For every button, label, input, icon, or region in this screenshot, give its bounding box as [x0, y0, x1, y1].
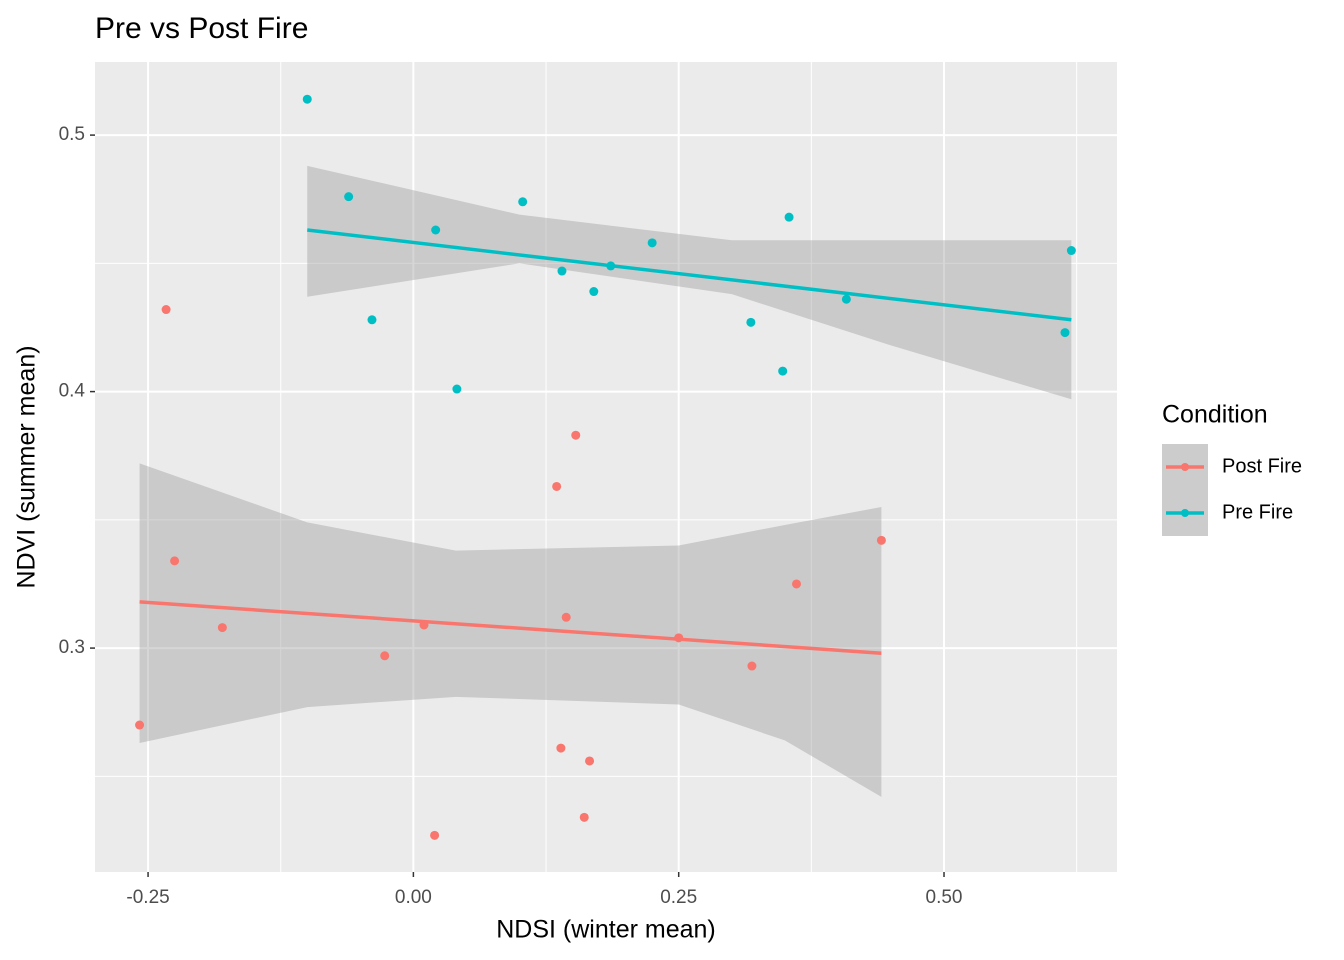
point [579, 812, 589, 822]
point [784, 212, 794, 222]
point [571, 430, 581, 440]
x-tick-label: 0.25 [660, 887, 697, 908]
point [561, 612, 571, 622]
point [217, 623, 227, 633]
legend-title: Condition [1162, 401, 1268, 429]
point [161, 305, 171, 315]
point [556, 743, 566, 753]
point [170, 556, 180, 566]
point [589, 287, 599, 297]
point [302, 94, 312, 104]
confidence-band [307, 165, 1072, 400]
x-tick-label: -0.25 [126, 887, 169, 908]
legend-dot [1181, 463, 1189, 471]
point [585, 756, 595, 766]
point [746, 317, 756, 327]
point [552, 481, 562, 491]
point [430, 830, 440, 840]
confidence-band [139, 463, 882, 797]
point [841, 294, 851, 304]
y-tick-label: 0.5 [59, 124, 85, 145]
point [557, 266, 567, 276]
point [1060, 328, 1070, 338]
point [778, 366, 788, 376]
panel [95, 62, 1117, 872]
x-tick-label: 0.00 [395, 887, 432, 908]
x-axis-label: NDSI (winter mean) [496, 916, 716, 944]
y-tick-label: 0.4 [59, 381, 86, 402]
point [1066, 246, 1076, 256]
point [344, 192, 354, 202]
legend-label: Pre Fire [1222, 501, 1293, 523]
legend-dot [1181, 509, 1189, 517]
point [518, 197, 528, 207]
point [791, 579, 801, 589]
point [647, 238, 657, 248]
legend-label: Post Fire [1222, 455, 1302, 477]
point [452, 384, 462, 394]
y-tick-label: 0.3 [59, 637, 85, 658]
chart-title: Pre vs Post Fire [95, 12, 308, 45]
fit-line [139, 600, 882, 655]
x-tick-label: 0.50 [926, 887, 963, 908]
y-axis-label: NDVI (summer mean) [13, 345, 41, 588]
fit-line [307, 228, 1072, 322]
point [747, 661, 757, 671]
point [367, 315, 377, 325]
point [380, 651, 390, 661]
point [135, 720, 145, 730]
point [876, 535, 886, 545]
point [431, 225, 441, 235]
